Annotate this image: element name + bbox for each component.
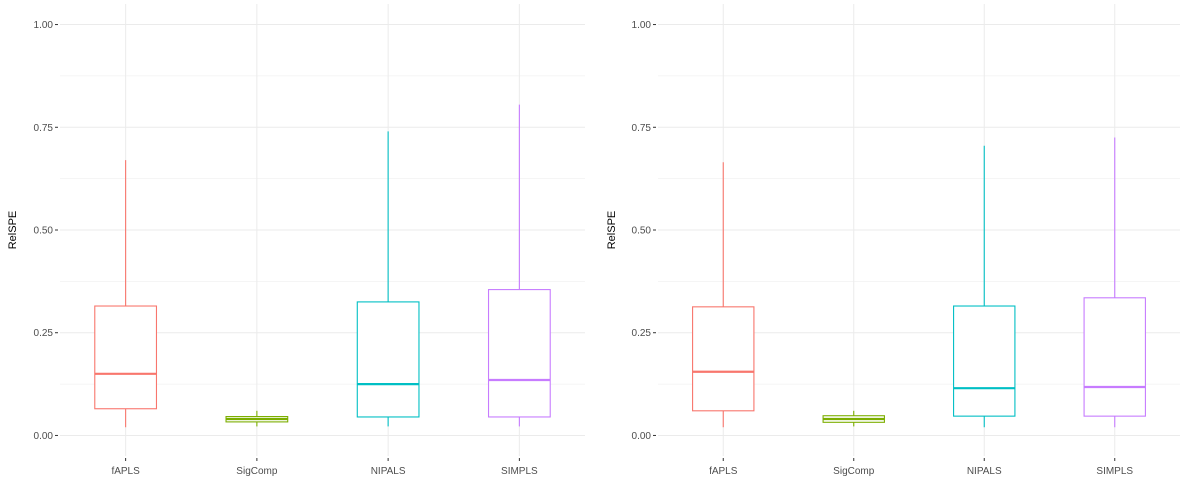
y-axis-title: RelSPE — [606, 211, 618, 250]
x-tick-label: fAPLS — [709, 466, 738, 477]
y-tick-label: 0.75 — [632, 123, 652, 134]
x-tick-label: SIMPLS — [501, 466, 538, 477]
y-tick-label: 1.00 — [34, 20, 54, 31]
x-tick-label: fAPLS — [111, 466, 140, 477]
x-tick-label: SIMPLS — [1096, 466, 1133, 477]
x-tick-label: SigComp — [833, 466, 875, 477]
y-tick-label: 0.50 — [632, 226, 652, 237]
y-tick-label: 0.25 — [34, 328, 54, 339]
y-tick-label: 0.75 — [34, 123, 54, 134]
box-iqr — [487, 289, 551, 418]
y-tick-label: 0.00 — [34, 431, 54, 442]
box-iqr — [1083, 297, 1146, 417]
chart-panel-left: 0.00 0.25 0.50 0.75 1.00 RelSPE fAPLS SigComp NI… — [0, 0, 590, 485]
y-tick-label: 1.00 — [632, 20, 652, 31]
x-tick-label: NIPALS — [967, 466, 1002, 477]
boxplot-chart-left: 0.00 0.25 0.50 0.75 1.00 RelSPE fAPLS SigComp NI… — [7, 4, 585, 477]
x-tick-label: NIPALS — [371, 466, 406, 477]
y-tick-label: 0.25 — [632, 328, 652, 339]
y-tick-label: 0.50 — [34, 226, 54, 237]
y-axis-title: RelSPE — [7, 211, 19, 250]
box-iqr — [356, 301, 420, 418]
chart-panel-right: 0.00 0.25 0.50 0.75 1.00 RelSPE fAPLS SigComp NI… — [598, 0, 1185, 485]
box-iqr — [94, 305, 158, 410]
x-tick-label: SigComp — [236, 466, 278, 477]
y-tick-label: 0.00 — [632, 431, 652, 442]
box-iqr — [953, 305, 1016, 417]
box-iqr — [692, 306, 755, 412]
boxplot-chart-right: 0.00 0.25 0.50 0.75 1.00 RelSPE fAPLS SigComp NI… — [606, 4, 1180, 477]
